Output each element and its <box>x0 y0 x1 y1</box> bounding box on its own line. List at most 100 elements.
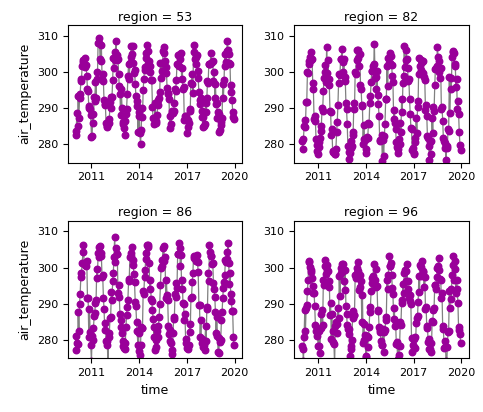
Point <box>142 54 150 61</box>
Point <box>387 260 395 267</box>
Point <box>203 305 211 312</box>
Point <box>93 69 100 75</box>
Point <box>136 351 144 358</box>
Point <box>84 86 91 93</box>
Point <box>96 243 103 250</box>
Point <box>188 279 196 286</box>
Point <box>395 351 403 358</box>
Point <box>118 330 126 336</box>
Point <box>99 70 107 77</box>
Point <box>392 125 399 132</box>
Point <box>350 312 358 319</box>
Point <box>193 252 201 258</box>
Point <box>450 50 458 56</box>
Point <box>332 319 340 325</box>
Point <box>158 257 166 264</box>
Point <box>215 110 223 117</box>
Point <box>353 56 361 63</box>
Point <box>208 261 216 268</box>
Point <box>455 327 463 334</box>
Point <box>379 342 386 348</box>
Point <box>181 113 189 119</box>
Point <box>162 70 170 76</box>
Point <box>105 115 113 122</box>
Point <box>370 61 378 67</box>
Point <box>92 95 100 102</box>
Point <box>427 151 435 157</box>
Point <box>357 85 365 92</box>
Point <box>308 269 315 276</box>
Point <box>147 296 155 302</box>
Point <box>333 129 341 136</box>
Point <box>132 302 140 309</box>
Point <box>176 55 184 62</box>
Point <box>345 330 353 337</box>
Point <box>357 278 365 285</box>
Point <box>210 286 218 292</box>
Point <box>377 137 385 143</box>
Point <box>144 241 152 248</box>
Point <box>356 51 364 58</box>
Point <box>87 342 95 348</box>
Point <box>121 340 129 346</box>
Point <box>312 328 320 334</box>
Point <box>439 325 447 332</box>
Point <box>328 126 336 133</box>
Point <box>334 305 342 311</box>
Point <box>348 143 355 150</box>
Point <box>319 107 327 114</box>
Point <box>425 335 433 342</box>
Point <box>200 342 208 348</box>
Point <box>361 136 369 142</box>
Point <box>80 241 87 248</box>
Point <box>89 110 97 117</box>
Point <box>128 60 136 66</box>
Point <box>134 342 142 349</box>
Point <box>347 343 355 349</box>
Title: region = 96: region = 96 <box>344 206 418 219</box>
Point <box>155 314 163 321</box>
Point <box>142 64 149 70</box>
Point <box>217 317 225 323</box>
Point <box>190 255 198 261</box>
Point <box>94 250 102 257</box>
Point <box>440 344 448 351</box>
Point <box>442 157 450 163</box>
Point <box>318 105 326 112</box>
Point <box>129 261 137 268</box>
Point <box>422 306 429 312</box>
Point <box>107 105 114 112</box>
Point <box>299 358 307 365</box>
Point <box>128 249 135 256</box>
Point <box>375 324 383 331</box>
Point <box>221 272 228 278</box>
Point <box>430 108 438 115</box>
Point <box>78 76 85 82</box>
Point <box>112 259 119 265</box>
Point <box>192 255 200 262</box>
Point <box>204 270 212 276</box>
Point <box>120 125 128 131</box>
Point <box>197 101 204 108</box>
Point <box>181 310 189 317</box>
Point <box>145 260 153 267</box>
Point <box>194 269 202 276</box>
Point <box>225 260 232 267</box>
Point <box>82 261 89 268</box>
Point <box>410 151 417 158</box>
Point <box>170 314 178 321</box>
Point <box>216 339 224 345</box>
Point <box>334 101 342 108</box>
Point <box>119 118 127 125</box>
Point <box>153 337 160 344</box>
Point <box>211 94 219 101</box>
Point <box>445 328 453 335</box>
Point <box>72 127 80 134</box>
Point <box>112 244 120 251</box>
Point <box>340 68 347 75</box>
Point <box>214 349 222 355</box>
Point <box>440 134 447 141</box>
Point <box>208 60 215 66</box>
Point <box>424 323 431 329</box>
Point <box>76 290 84 297</box>
